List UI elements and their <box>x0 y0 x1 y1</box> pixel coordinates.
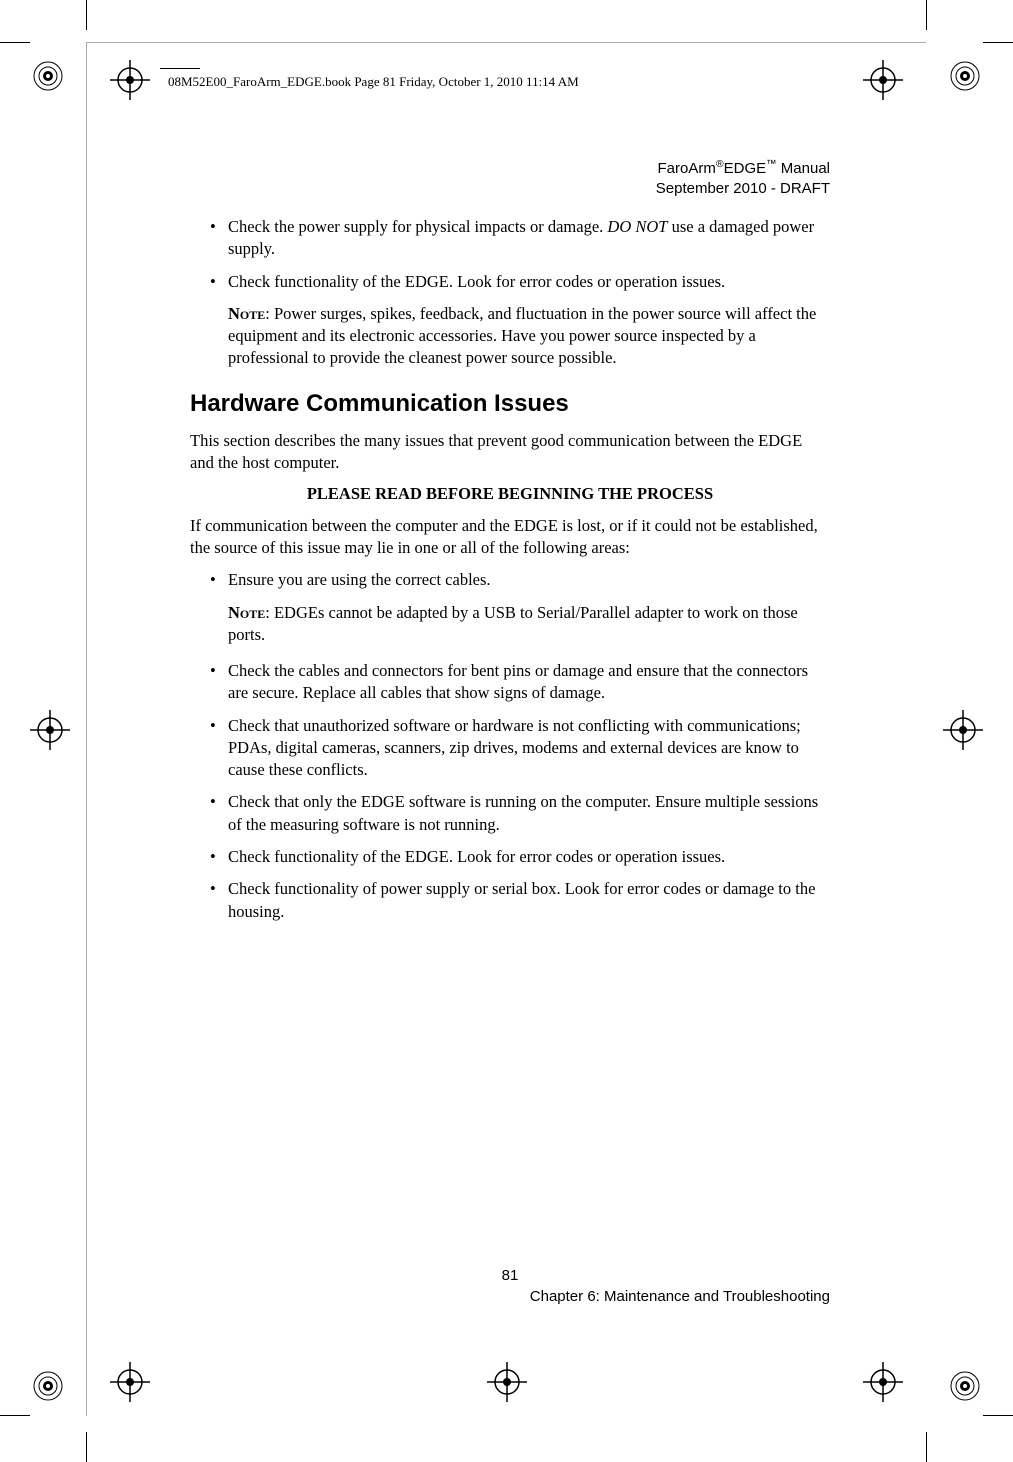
page-number: 81 <box>190 1265 830 1286</box>
doc-header: FaroArm®EDGE™ Manual September 2010 - DR… <box>190 158 830 198</box>
banner-text: PLEASE READ BEFORE BEGINNING THE PROCESS <box>190 483 830 505</box>
header-overline <box>160 68 200 69</box>
bullet-list-top: Check the power supply for physical impa… <box>190 216 830 293</box>
crop-mark <box>86 0 87 30</box>
intro-text: This section describes the many issues t… <box>190 430 830 475</box>
crop-mark <box>983 1415 1013 1416</box>
crosshair-icon <box>110 1362 150 1402</box>
product-name: FaroArm®EDGE™ Manual <box>658 160 830 177</box>
registration-mark-icon <box>947 58 983 94</box>
list-item: Ensure you are using the correct cables. <box>210 569 830 591</box>
crosshair-icon <box>487 1362 527 1402</box>
page-content: FaroArm®EDGE™ Manual September 2010 - DR… <box>190 158 830 933</box>
crop-mark <box>0 42 30 43</box>
page-footer: 81 Chapter 6: Maintenance and Troublesho… <box>190 1265 830 1307</box>
list-item: Check the cables and connectors for bent… <box>210 660 830 705</box>
list-item: Check that only the EDGE software is run… <box>210 791 830 836</box>
crosshair-icon <box>863 1362 903 1402</box>
crop-mark <box>926 0 927 30</box>
registration-mark-icon <box>30 58 66 94</box>
crop-mark <box>926 1432 927 1462</box>
list-item: Check the power supply for physical impa… <box>210 216 830 261</box>
header-meta-text: 08M52E00_FaroArm_EDGE.book Page 81 Frida… <box>168 74 579 90</box>
note-paragraph: Note: Power surges, spikes, feedback, an… <box>190 303 830 370</box>
crosshair-icon <box>30 710 70 750</box>
chapter-label: Chapter 6: Maintenance and Troubleshooti… <box>190 1286 830 1307</box>
list-item: Check functionality of the EDGE. Look fo… <box>210 271 830 293</box>
doc-date: September 2010 - DRAFT <box>656 180 830 197</box>
registration-mark-icon <box>30 1368 66 1404</box>
frame-line <box>86 42 87 1416</box>
list-item: Check functionality of power supply or s… <box>210 878 830 923</box>
crosshair-icon <box>110 60 150 100</box>
bullet-list-bottom: Ensure you are using the correct cables. <box>190 569 830 591</box>
crosshair-icon <box>863 60 903 100</box>
crosshair-icon <box>943 710 983 750</box>
bullet-list-bottom-cont: Check the cables and connectors for bent… <box>190 660 830 923</box>
section-heading: Hardware Communication Issues <box>190 388 830 420</box>
list-item: Check functionality of the EDGE. Look fo… <box>210 846 830 868</box>
crop-mark <box>0 1415 30 1416</box>
crop-mark <box>86 1432 87 1462</box>
list-item: Check that unauthorized software or hard… <box>210 715 830 782</box>
frame-line <box>86 42 926 43</box>
crop-mark <box>983 42 1013 43</box>
registration-mark-icon <box>947 1368 983 1404</box>
intro2-text: If communication between the computer an… <box>190 515 830 560</box>
note-paragraph: Note: EDGEs cannot be adapted by a USB t… <box>190 602 830 647</box>
